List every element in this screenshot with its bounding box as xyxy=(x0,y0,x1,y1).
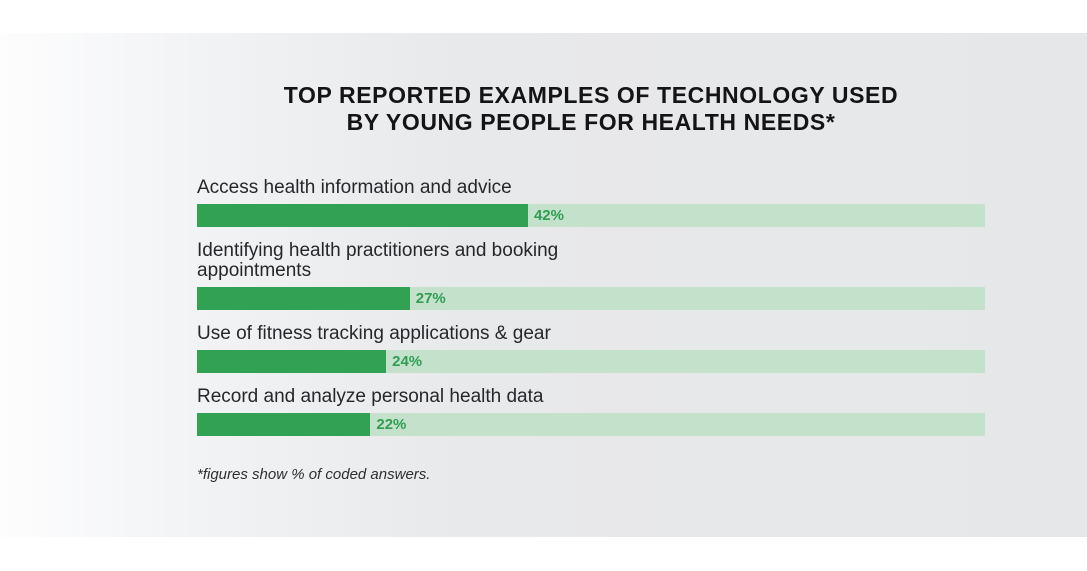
bar-category-label: Access health information and advice xyxy=(197,177,512,198)
chart-footnote: *figures show % of coded answers. xyxy=(197,466,431,483)
bar-fill xyxy=(197,413,371,436)
bar-rows: Access health information and advice 42%… xyxy=(197,178,985,436)
chart-title: TOP REPORTED EXAMPLES OF TECHNOLOGY USED… xyxy=(283,82,899,135)
bar-track: 24% xyxy=(197,350,985,373)
bar-track: 27% xyxy=(197,287,985,310)
bar-category-label: Record and analyze personal health data xyxy=(197,386,544,407)
chart-panel xyxy=(0,33,1087,537)
bar-fill xyxy=(197,350,387,373)
bar-category-label: Use of fitness tracking applications & g… xyxy=(197,323,551,344)
chart-content: TOP REPORTED EXAMPLES OF TECHNOLOGY USED… xyxy=(197,33,985,483)
bar-fill xyxy=(197,204,528,227)
bar-row: Record and analyze personal health data … xyxy=(197,387,985,436)
bar-category-label: Identifying health practitioners and boo… xyxy=(197,240,559,281)
bar-row: Identifying health practitioners and boo… xyxy=(197,241,985,310)
bar-value-label: 24% xyxy=(392,353,423,370)
bar-row: Use of fitness tracking applications & g… xyxy=(197,324,985,373)
bar-value-label: 22% xyxy=(376,416,407,433)
bar-value-label: 42% xyxy=(533,207,564,224)
bar-track: 42% xyxy=(197,204,985,227)
bar-value-label: 27% xyxy=(415,290,446,307)
bar-row: Access health information and advice 42% xyxy=(197,178,985,227)
bar-fill xyxy=(197,287,410,310)
bar-track: 22% xyxy=(197,413,985,436)
